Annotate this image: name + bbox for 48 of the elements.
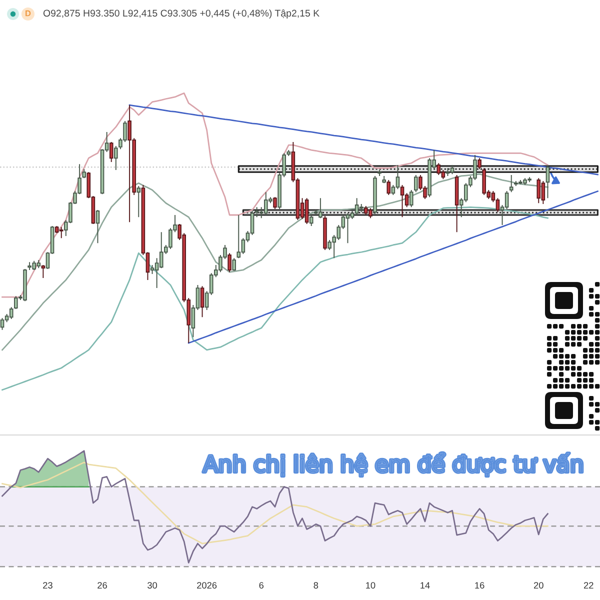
- text: D: [26, 10, 31, 16]
- candlestick: [304, 198, 309, 225]
- candlestick: [200, 286, 204, 318]
- candlestick: [109, 141, 114, 162]
- candlestick: [414, 174, 418, 193]
- x-tick-label: 10: [366, 582, 376, 589]
- x-tick-label: 26: [98, 582, 107, 589]
- candlestick: [378, 170, 382, 176]
- candlestick: [323, 215, 327, 250]
- candlestick: [446, 168, 450, 176]
- x-tick-label: 8: [314, 582, 318, 589]
- candlestick: [546, 164, 550, 199]
- candlestick: [409, 190, 414, 208]
- x-tick-label: 22: [584, 582, 594, 589]
- candlestick: [0, 318, 4, 330]
- candlestick: [346, 212, 350, 244]
- candlestick: [59, 226, 64, 239]
- x-tick-label: 14: [420, 582, 430, 589]
- candlestick: [386, 180, 391, 196]
- candlestick: [96, 210, 100, 244]
- candlestick: [9, 306, 14, 320]
- x-tick-label: 20: [534, 582, 544, 589]
- candlestick: [228, 252, 232, 273]
- x-tick-label: 16: [475, 582, 484, 589]
- x-tick-label: 23: [43, 582, 52, 589]
- candlestick: [373, 175, 377, 215]
- x-tick-label: 6: [259, 582, 264, 589]
- candlestick: [509, 174, 514, 193]
- x-tick-label: 2026: [197, 582, 217, 589]
- candlestick: [436, 162, 441, 176]
- candlestick: [454, 174, 459, 233]
- candlestick: [236, 214, 241, 259]
- candlestick: [382, 175, 386, 184]
- chart-title: O92,875 H93.350 L92,415 C93.305 +0,445 (+0,48%) Tập2,15 K: [43, 9, 320, 19]
- candlestick: [273, 196, 277, 210]
- candlestick: [41, 264, 46, 279]
- candlestick: [536, 178, 541, 204]
- candlestick: [286, 150, 291, 156]
- candlestick: [450, 164, 454, 175]
- annotation: Anh chị liên hệ em để được tư vấn: [203, 452, 582, 476]
- candlestick: [114, 146, 118, 171]
- candlestick: [136, 185, 141, 218]
- candlestick: [400, 184, 404, 218]
- candlestick: [232, 258, 236, 272]
- x-tick-label: 30: [148, 582, 158, 589]
- candlestick: [478, 158, 482, 170]
- candlestick: [309, 214, 314, 226]
- candlestick: [82, 168, 86, 179]
